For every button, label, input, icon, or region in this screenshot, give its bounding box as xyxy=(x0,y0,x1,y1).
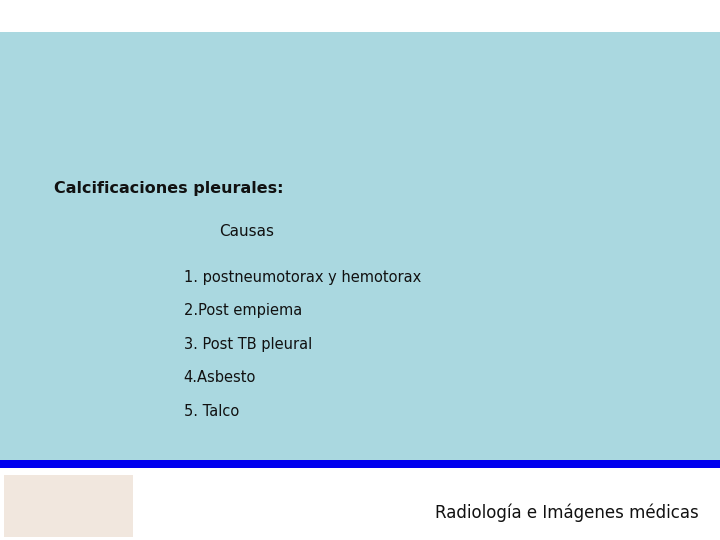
Text: Radiología e Imágenes médicas: Radiología e Imágenes médicas xyxy=(435,503,698,522)
Text: 2.Post empiema: 2.Post empiema xyxy=(184,303,302,319)
Text: Calcificaciones pleurales:: Calcificaciones pleurales: xyxy=(54,181,284,196)
Text: 1. postneumotorax y hemotorax: 1. postneumotorax y hemotorax xyxy=(184,270,421,285)
Text: 5. Talco: 5. Talco xyxy=(184,404,239,419)
Text: 4.Asbesto: 4.Asbesto xyxy=(184,370,256,386)
Text: 3. Post TB pleural: 3. Post TB pleural xyxy=(184,337,312,352)
Text: Causas: Causas xyxy=(220,224,274,239)
